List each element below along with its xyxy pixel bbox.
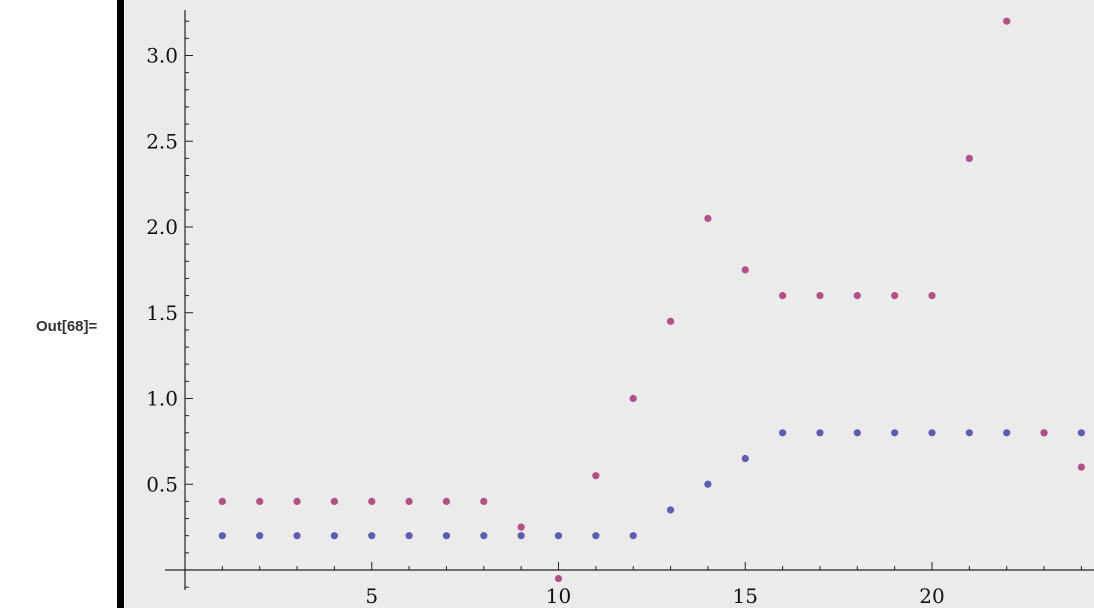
series1-point (1077, 429, 1085, 437)
series1-point (928, 429, 936, 437)
series1-point (517, 532, 525, 540)
series2-point (517, 523, 525, 531)
series2-point (442, 497, 451, 505)
x-tick-label: 20 (919, 584, 944, 608)
data-points (218, 17, 1085, 583)
series2-point (816, 292, 824, 300)
series1-point (779, 429, 787, 437)
series2-point (965, 154, 973, 162)
series2-point (554, 574, 563, 583)
x-tick-label: 15 (733, 584, 758, 608)
series2-point (704, 214, 712, 223)
series2-point (293, 497, 301, 505)
plot-background (125, 0, 1094, 608)
y-tick-label: 3.0 (146, 44, 178, 68)
series2-point (218, 497, 226, 505)
series2-point (368, 497, 376, 505)
series2-point (629, 394, 637, 403)
axes (165, 10, 1094, 590)
series1-point (368, 532, 376, 540)
series1-point (965, 429, 973, 437)
series2-point (480, 497, 488, 505)
series1-point (629, 532, 637, 540)
series1-point (704, 480, 712, 488)
series2-point (1003, 17, 1011, 25)
x-tick-label: 10 (546, 584, 571, 608)
series1-point (256, 532, 264, 540)
series1-point (816, 429, 824, 437)
tick-labels: 5 10 15 20 0.5 1.0 1.5 2.0 2.5 3.0 (146, 44, 945, 608)
series2-point (330, 497, 338, 505)
series1-point (293, 532, 301, 540)
y-tick-label: 0.5 (146, 472, 178, 496)
x-tick-label: 5 (365, 584, 378, 608)
series2-point (256, 497, 264, 505)
series2-point (741, 266, 749, 274)
series1-point (592, 532, 600, 540)
y-tick-label: 1.5 (146, 301, 178, 325)
y-tick-label: 2.0 (146, 215, 178, 239)
series1-point (480, 532, 488, 540)
series1-point (442, 532, 451, 540)
series1-point (666, 506, 675, 514)
ticks (185, 20, 1082, 588)
series1-point (330, 532, 338, 540)
series1-point (853, 429, 861, 437)
cell-bracket[interactable] (117, 0, 124, 608)
series2-point (405, 497, 413, 505)
output-label: Out[68]= (36, 318, 98, 335)
series1-point (741, 454, 749, 463)
series2-point (928, 292, 936, 300)
series2-point (779, 292, 787, 300)
series1-point (218, 532, 226, 540)
series2-point (1040, 429, 1048, 437)
series1-point (405, 532, 413, 540)
series1-point (891, 429, 899, 437)
series2-point (891, 292, 899, 300)
y-tick-label: 1.0 (146, 387, 178, 411)
series2-point (853, 292, 861, 300)
series2-point (592, 472, 600, 480)
series2-point (666, 317, 675, 325)
series1-point (554, 532, 563, 540)
y-tick-label: 2.5 (146, 129, 178, 153)
series1-point (1003, 429, 1011, 437)
series2-point (1077, 463, 1085, 471)
